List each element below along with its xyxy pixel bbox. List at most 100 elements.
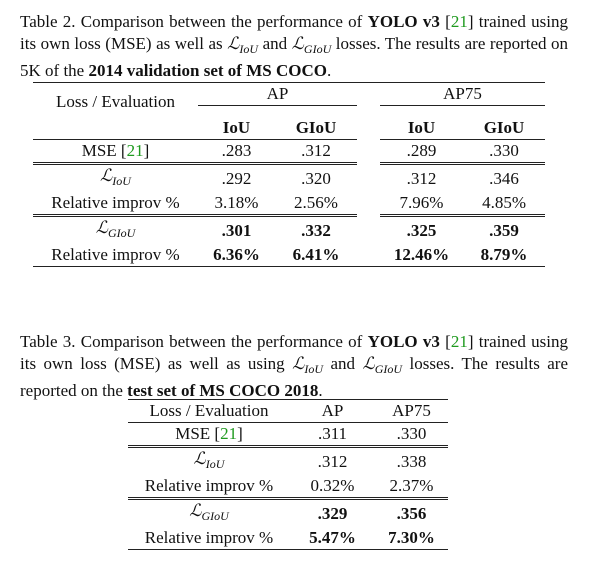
text: Table 2. Comparison between the performa… — [20, 12, 368, 31]
math: ℒIoU — [227, 34, 259, 56]
cell: .312 — [275, 139, 358, 164]
caption: Table 3. Comparison between the performa… — [20, 331, 568, 402]
math-symbol: ℒ — [291, 34, 304, 54]
row-label: Relative improv % — [33, 192, 198, 216]
text: [ — [439, 332, 451, 351]
text: . — [326, 61, 332, 80]
table-row: ℒIoU .312.338 — [128, 445, 448, 475]
text: and — [323, 354, 363, 373]
row-label: Relative improv % — [128, 527, 290, 550]
corner-header: Loss / Evaluation — [33, 82, 198, 140]
cell: 6.36% — [198, 244, 275, 267]
math-symbol: ℒ — [193, 449, 206, 469]
math-symbol: ℒ — [227, 34, 240, 54]
text: Relative improv % — [144, 528, 274, 547]
column-header: AP — [290, 399, 375, 423]
caption: Table 2. Comparison between the performa… — [20, 11, 568, 82]
text: test set of MS COCO 2018 — [127, 381, 319, 400]
citation: 21 — [450, 332, 468, 351]
spacer — [357, 216, 380, 245]
text: YOLO v3 — [367, 332, 440, 351]
spacer — [357, 244, 381, 267]
column-header: GIoU — [295, 118, 337, 137]
math: ℒGIoU — [189, 501, 229, 523]
math-subscript: IoU — [112, 174, 131, 188]
text: Relative improv % — [144, 476, 274, 495]
math-symbol: ℒ — [95, 218, 108, 238]
header-row: Loss / Evaluation AP AP75 — [128, 399, 448, 423]
math: ℒGIoU — [291, 34, 332, 56]
citation: 21 — [220, 424, 238, 443]
cell: 6.41% — [275, 244, 358, 267]
cell: .325 — [380, 214, 464, 244]
header-row: IoU GIoU IoU GIoU — [33, 106, 545, 140]
table-row: Relative improv % 0.32% 2.37% — [128, 475, 448, 499]
table-row: ℒIoU .292.320 .312.346 — [33, 162, 546, 193]
text: YOLO v3 — [367, 12, 440, 31]
text: . — [318, 381, 323, 400]
cell: 2.56% — [294, 193, 338, 212]
table-row: Relative improv % 5.47% 7.30% — [128, 527, 448, 550]
text: ] trained using its own loss (MSE) as we… — [20, 332, 569, 373]
cell: .332 — [275, 214, 358, 244]
text: MSE [ — [175, 424, 221, 443]
cell: .329 — [290, 497, 375, 527]
table-row: Relative improv % 3.18% 2.56% 7.96% 4.85% — [33, 192, 545, 216]
cell: .356 — [375, 497, 448, 527]
text: losses. The results are reported on the — [20, 354, 569, 400]
text: MSE [ — [81, 141, 127, 160]
spacer — [357, 82, 381, 106]
spacer — [357, 106, 380, 140]
text: Relative improv % — [51, 245, 180, 264]
row-label: MSE [21] — [33, 139, 198, 164]
spacer — [357, 192, 380, 216]
cell: .289 — [380, 139, 464, 164]
corner-header: Loss / Evaluation — [128, 399, 290, 423]
math: ℒGIoU — [363, 354, 403, 376]
text: [ — [439, 12, 451, 31]
cell: 2.37% — [389, 476, 434, 495]
math: ℒGIoU — [95, 218, 136, 240]
math-subscript: GIoU — [374, 362, 403, 376]
column-header: IoU — [407, 118, 436, 137]
text: losses. The results are reported on 5K o… — [20, 34, 569, 80]
cell: .311 — [290, 422, 375, 447]
math-subscript: GIoU — [303, 42, 332, 56]
math-symbol: ℒ — [100, 166, 113, 186]
row-label: Relative improv % — [128, 475, 290, 499]
cell: .312 — [380, 162, 464, 192]
cell: 0.32% — [310, 476, 355, 495]
row-label: ℒGIoU — [128, 497, 290, 527]
cell: .359 — [463, 214, 546, 244]
math-subscript: GIoU — [201, 509, 229, 523]
math-subscript: IoU — [304, 362, 324, 376]
cell: .292 — [198, 162, 275, 192]
cell: .320 — [275, 162, 358, 192]
header-row: Loss / Evaluation AP AP75 — [33, 82, 546, 140]
math: ℒIoU — [100, 166, 131, 188]
cell: 12.46% — [380, 244, 464, 267]
text: Relative improv % — [51, 193, 180, 212]
table-row: ℒGIoU .329.356 — [128, 497, 448, 527]
table: Loss / Evaluation AP AP75 IoU GIoU IoU GIoU MSE… — [33, 82, 546, 267]
cell: 7.96% — [399, 193, 444, 212]
math-subscript: IoU — [205, 457, 225, 471]
spacer — [357, 140, 380, 164]
cell: .330 — [463, 139, 546, 164]
cell: 8.79% — [463, 244, 546, 267]
text: ] — [143, 141, 150, 160]
row-label: Relative improv % — [33, 244, 198, 267]
text: ] — [237, 424, 243, 443]
cell: 3.18% — [214, 193, 259, 212]
cell: 5.47% — [290, 527, 375, 550]
group-header: AP — [198, 82, 358, 106]
column-header: GIoU — [483, 118, 525, 137]
table-row: Relative improv % 6.36% 6.41% 12.46% 8.79% — [33, 244, 546, 267]
citation: 21 — [450, 12, 468, 31]
spacer — [357, 164, 380, 193]
group-header: AP75 — [380, 82, 546, 106]
math-subscript: IoU — [239, 42, 259, 56]
table-row: MSE [21] .283.312.289.330 — [33, 139, 546, 164]
math: ℒIoU — [292, 354, 324, 376]
